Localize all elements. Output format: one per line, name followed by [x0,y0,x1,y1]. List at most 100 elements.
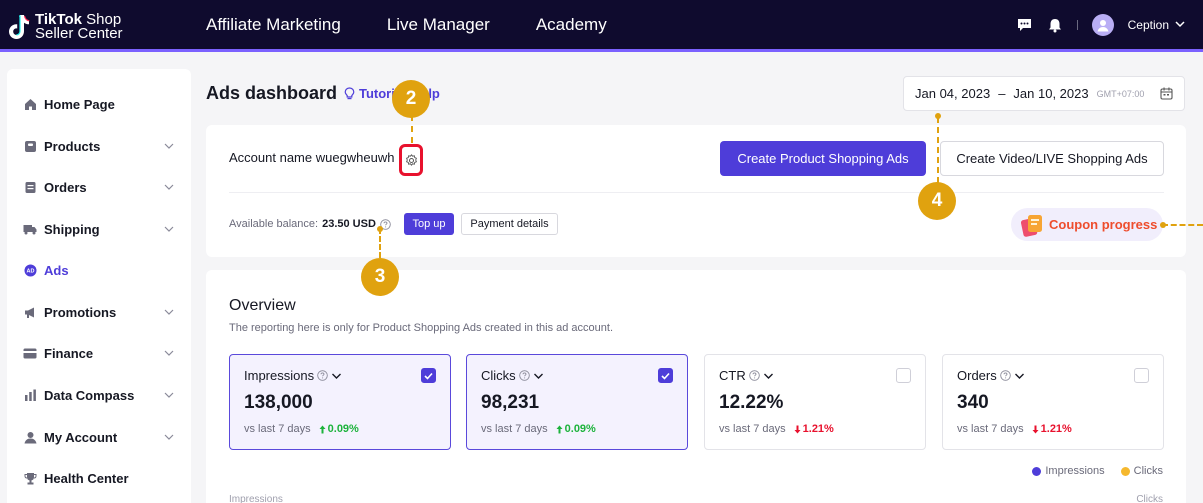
callout-line-2 [411,115,413,143]
checkmark-icon [424,372,433,380]
metric-checkbox[interactable] [896,368,911,383]
arrow-up-icon [556,425,563,433]
chevron-down-icon[interactable] [163,140,175,152]
metric-value: 12.22% [719,392,784,413]
gear-icon[interactable] [405,153,418,167]
legend-clicks[interactable]: Clicks [1120,465,1163,477]
sidebar-item-data-compass[interactable]: Data Compass [7,380,191,410]
account-card: Account name wuegwheuwh Create Product S… [206,125,1186,257]
top-up-button[interactable]: Top up [404,213,454,235]
user-name[interactable]: Ception [1127,18,1169,32]
chevron-down-icon[interactable] [163,306,175,318]
chevron-down-icon[interactable] [1014,372,1025,380]
account-settings-highlight[interactable] [399,144,423,176]
metric-checkbox[interactable] [658,368,673,383]
sidebar-item-ads[interactable]: AD Ads [7,255,191,285]
sidebar: Home Page Products Orders Shipping AD Ad… [7,69,191,503]
question-icon[interactable] [518,370,530,381]
arrow-down-icon [1032,425,1039,433]
question-icon[interactable] [317,370,328,381]
callout-dot-3 [377,226,383,232]
legend-impressions[interactable]: Impressions [1032,465,1105,477]
tiktok-logo-icon [9,15,30,39]
sidebar-item-products[interactable]: Products [7,131,191,161]
sidebar-item-label: Data Compass [44,387,135,403]
metric-label[interactable]: CTR [719,368,774,383]
bell-icon[interactable] [1047,17,1063,33]
metric-card-orders[interactable]: Orders 340 vs last 7 days 1.21% [942,354,1164,450]
chevron-down-icon[interactable] [163,431,175,443]
sidebar-item-label: Health Center [44,470,129,486]
legend-dot [1032,466,1042,476]
sidebar-item-promotions[interactable]: Promotions [7,297,191,327]
sidebar-item-label: Shipping [44,221,100,237]
top-bar: TikTok Shop Seller Center Affiliate Mark… [0,0,1203,52]
sidebar-item-my-account[interactable]: My Account [7,422,191,452]
chart-axis-left-label: Impressions [229,494,283,503]
sidebar-item-health-center[interactable]: Health Center [7,463,191,493]
sidebar-item-label: Home Page [44,96,115,112]
nav-academy[interactable]: Academy [535,15,607,34]
sidebar-item-orders[interactable]: Orders [7,172,191,202]
sidebar-item-home-page[interactable]: Home Page [7,89,191,119]
tiktok-shop-logo[interactable]: TikTok Shop Seller Center [8,12,138,42]
chevron-down-icon[interactable] [163,223,175,235]
metric-label-text: Impressions [244,368,315,383]
chat-icon[interactable] [1017,17,1033,33]
callout-line-4 [937,117,939,183]
chevron-down-icon[interactable] [163,389,175,401]
nav-affiliate-marketing[interactable]: Affiliate Marketing [206,15,341,34]
create-video-live-ads-button[interactable]: Create Video/LIVE Shopping Ads [940,141,1164,176]
coupon-progress-button[interactable]: Coupon progress [1011,208,1163,241]
metric-card-clicks[interactable]: Clicks 98,231 vs last 7 days 0.09% [466,354,688,450]
nav-live-manager[interactable]: Live Manager [386,15,490,34]
toolbar-divider [1076,20,1078,30]
sidebar-item-finance[interactable]: Finance [7,338,191,368]
truck-icon [23,222,37,236]
calendar-icon[interactable] [1160,87,1173,100]
trophy-icon [23,471,37,485]
comparison-label: vs last 7 days [481,423,548,435]
sidebar-item-label: Promotions [44,304,117,320]
bar-chart-icon [23,388,37,402]
metric-card-ctr[interactable]: CTR 12.22% vs last 7 days 1.21% [704,354,926,450]
legend-dot [1120,466,1130,476]
metric-card-impressions[interactable]: Impressions 138,000 vs last 7 days 0.09% [229,354,451,450]
question-icon[interactable] [380,218,391,230]
metric-value: 340 [957,392,989,413]
chevron-down-icon[interactable] [331,372,342,380]
lightbulb-icon [344,87,355,100]
metric-comparison: vs last 7 days 0.09% [481,423,596,435]
metric-label-text: CTR [719,368,746,383]
chevron-down-icon[interactable] [163,181,175,193]
create-product-shopping-ads-button[interactable]: Create Product Shopping Ads [720,141,926,176]
logo-text-bottom: Seller Center [35,25,123,42]
metric-label[interactable]: Clicks [481,368,544,383]
callout-badge-4: 4 [918,182,956,220]
balance-value: 23.50 USD [322,218,376,230]
sidebar-item-shipping[interactable]: Shipping [7,214,191,244]
timezone-label: GMT+07:00 [1096,88,1145,99]
change-down: 1.21% [794,423,834,435]
overview-title: Overview [229,297,296,314]
avatar[interactable] [1091,14,1114,36]
chevron-down-icon[interactable] [1175,20,1185,31]
sidebar-item-label: Finance [44,345,94,361]
chevron-down-icon[interactable] [533,372,544,380]
callout-badge-2: 2 [392,80,430,118]
chevron-down-icon[interactable] [163,347,175,359]
metric-label[interactable]: Orders [957,368,1025,383]
chevron-down-icon[interactable] [763,372,774,380]
date-start: Jan 04, 2023 [915,86,991,101]
date-range-picker[interactable]: Jan 04, 2023 – Jan 10, 2023 GMT+07:00 [903,76,1185,111]
callout-line-3 [379,228,381,258]
metric-label[interactable]: Impressions [244,368,342,383]
user-icon [23,430,37,444]
question-icon[interactable] [748,370,760,381]
metric-checkbox[interactable] [1134,368,1149,383]
checkmark-icon [661,372,670,380]
metric-checkbox[interactable] [421,368,436,383]
payment-details-button[interactable]: Payment details [461,213,558,235]
metric-label-text: Clicks [481,368,516,383]
question-icon[interactable] [999,370,1011,381]
